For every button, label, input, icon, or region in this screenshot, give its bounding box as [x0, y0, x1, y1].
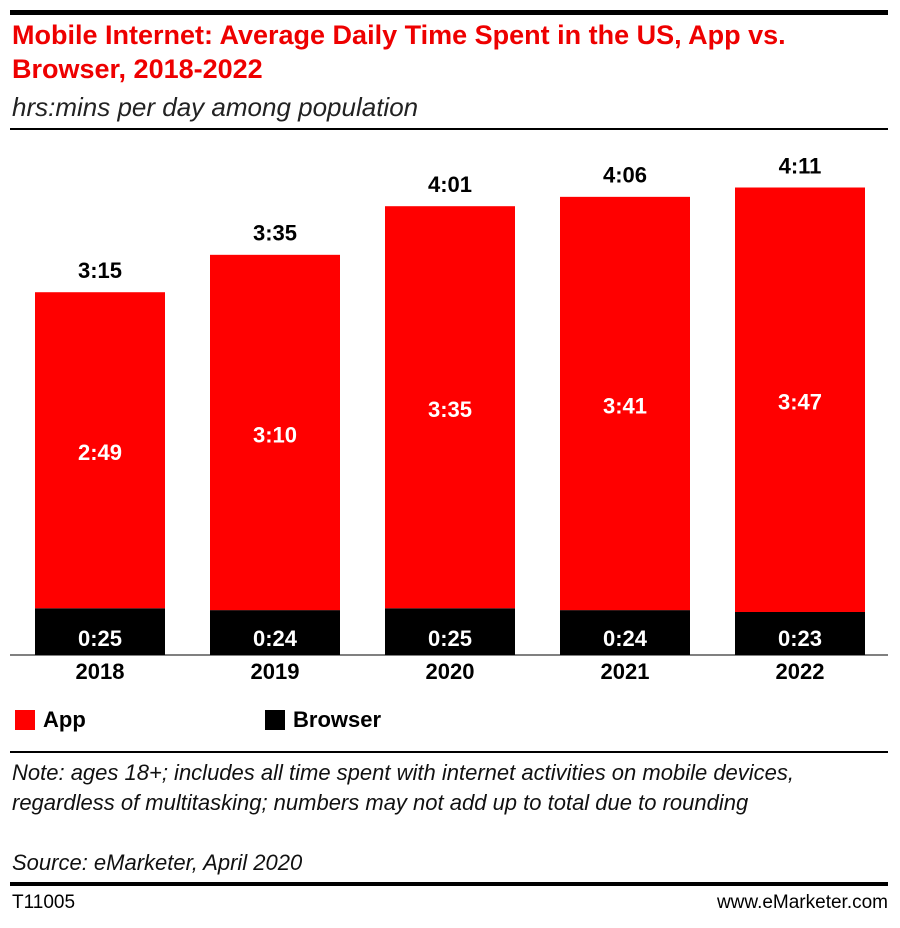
bar-segment [385, 608, 515, 655]
legend-swatch [265, 710, 285, 730]
bar-segment [35, 292, 165, 609]
bar-segment [560, 196, 690, 611]
bar-segment [735, 611, 865, 655]
x-tick-label: 2021 [601, 659, 650, 684]
bar-segment [735, 187, 865, 612]
note: Note: ages 18+; includes all time spent … [12, 760, 795, 815]
x-tick-label: 2018 [76, 659, 125, 684]
value-label: 0:25 [428, 626, 472, 651]
bar-segment [385, 206, 515, 609]
legend-label: App [43, 707, 86, 732]
legend-swatch [15, 710, 35, 730]
top-rule [10, 10, 888, 15]
bar-segment [560, 610, 690, 655]
chart: 0:25 2:49 3:15 2018 0:24 3:10 3:35 2019 0:25 3:35… [10, 153, 888, 732]
value-label: 3:10 [253, 422, 297, 447]
value-label: 0:25 [78, 626, 122, 651]
x-tick-label: 2019 [251, 659, 300, 684]
x-tick-label: 2020 [426, 659, 475, 684]
bar-segment [210, 254, 340, 611]
value-label: 0:23 [778, 626, 822, 651]
bar-segment [35, 608, 165, 655]
value-label: 3:41 [603, 393, 647, 418]
value-label: 3:35 [428, 397, 472, 422]
total-label: 4:06 [603, 163, 647, 188]
legend-rule [10, 751, 888, 753]
x-tick-label: 2022 [776, 659, 825, 684]
source: Source: eMarketer, April 2020 [12, 850, 303, 875]
total-label: 4:01 [428, 172, 472, 197]
value-label: 3:47 [778, 390, 822, 415]
total-label: 4:11 [779, 153, 822, 178]
chart-id: T11005 [12, 892, 76, 913]
legend-label: Browser [293, 707, 381, 732]
chart-title: Mobile Internet: Average Daily Time Spen… [12, 20, 786, 84]
footer-rule [10, 882, 888, 886]
header-rule [10, 128, 888, 130]
chart-subtitle: hrs:mins per day among population [12, 92, 419, 122]
website: www.eMarketer.com [716, 892, 888, 913]
total-label: 3:15 [78, 258, 122, 283]
value-label: 0:24 [253, 626, 298, 651]
bar-segment [210, 610, 340, 655]
value-label: 0:24 [603, 626, 648, 651]
value-label: 2:49 [78, 440, 122, 465]
total-label: 3:35 [253, 221, 297, 246]
